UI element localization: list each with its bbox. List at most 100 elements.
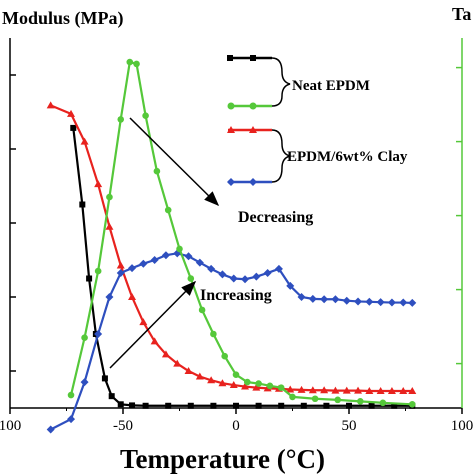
legend-label-neat: Neat EPDM — [292, 78, 370, 94]
data-point — [289, 393, 296, 401]
legend-brace-clay — [271, 129, 291, 183]
data-point — [308, 294, 317, 303]
series-line-0 — [72, 127, 413, 407]
data-point — [232, 371, 240, 379]
data-point — [233, 402, 239, 409]
data-point — [207, 264, 216, 273]
data-point — [365, 297, 374, 306]
data-point — [142, 112, 149, 119]
data-point — [187, 402, 194, 409]
data-point — [46, 101, 55, 109]
data-point — [297, 293, 306, 301]
data-point — [161, 251, 170, 260]
data-point — [94, 330, 103, 338]
data-point — [376, 298, 385, 307]
data-point — [67, 415, 76, 424]
legend-marker-neat-modulus — [227, 55, 233, 61]
data-point — [150, 256, 159, 264]
data-point — [106, 193, 113, 201]
data-point — [165, 402, 172, 409]
data-point — [108, 393, 115, 400]
data-point — [173, 359, 182, 367]
data-point — [94, 180, 103, 188]
legend-label-clay: EPDM/6wt% Clay — [287, 149, 408, 165]
data-point — [252, 383, 261, 391]
data-point — [365, 386, 374, 394]
data-point — [255, 402, 262, 409]
increasing-label: Increasing — [200, 287, 272, 304]
decreasing-arrow — [129, 117, 220, 207]
x-tick-label: 100 — [451, 418, 474, 434]
data-point — [139, 259, 148, 268]
data-point — [255, 380, 262, 387]
data-point — [105, 293, 114, 301]
data-point — [164, 206, 172, 214]
data-point — [80, 378, 89, 387]
data-point — [387, 298, 396, 307]
data-point — [195, 258, 204, 267]
left-axis-title: Modulus (MPa) — [2, 8, 124, 29]
data-point — [229, 381, 238, 389]
data-point — [80, 137, 89, 145]
data-point — [274, 264, 283, 273]
legend-marker-clay-tan — [227, 178, 235, 186]
data-point — [379, 399, 387, 407]
legend: Neat EPDM EPDM/6wt% Clay — [227, 55, 408, 186]
data-point — [277, 384, 285, 391]
data-point — [195, 372, 204, 380]
data-point — [117, 116, 125, 123]
series-layer — [46, 58, 417, 434]
data-point — [252, 272, 261, 281]
data-point — [297, 385, 306, 393]
data-point — [263, 268, 272, 277]
data-point — [94, 267, 102, 275]
data-point — [387, 386, 396, 394]
data-point — [331, 295, 340, 304]
x-tick-label: 0 — [232, 418, 240, 434]
data-point — [133, 60, 140, 68]
data-point — [399, 298, 408, 307]
data-point — [320, 295, 329, 304]
data-point — [150, 337, 159, 345]
data-point — [105, 222, 114, 230]
data-point — [139, 318, 148, 326]
data-point — [320, 386, 329, 394]
data-point — [161, 350, 170, 358]
data-point — [300, 402, 307, 409]
data-point — [354, 297, 363, 306]
data-point — [376, 386, 385, 394]
data-point — [368, 402, 375, 409]
data-point — [79, 201, 86, 208]
data-point — [286, 385, 295, 393]
x-ticks: 100 -50 0 50 100 — [0, 408, 473, 434]
data-point — [184, 367, 193, 374]
data-point — [399, 386, 408, 394]
data-point — [244, 378, 251, 386]
data-point — [229, 274, 238, 283]
data-point — [266, 382, 274, 390]
data-point — [241, 275, 250, 284]
increasing-arrow — [109, 280, 197, 369]
data-point — [408, 401, 416, 408]
legend-marker-neat-tan — [227, 102, 235, 110]
data-point — [354, 386, 363, 394]
data-point — [408, 298, 417, 307]
x-tick-label: 50 — [342, 418, 357, 434]
data-point — [334, 396, 342, 404]
x-axis-title: Temperature (°C) — [120, 444, 325, 474]
data-point — [81, 334, 88, 342]
data-point — [184, 252, 193, 261]
data-point — [101, 375, 108, 382]
data-point — [86, 275, 93, 282]
data-point — [187, 275, 195, 282]
data-point — [116, 268, 125, 277]
data-point — [153, 167, 161, 175]
data-point — [391, 402, 398, 409]
legend-marker-clay-modulus — [227, 126, 235, 133]
data-point — [218, 270, 227, 279]
data-point — [221, 352, 228, 360]
series-line-3 — [69, 60, 413, 406]
legend-marker-clay-tan-2 — [249, 178, 257, 186]
decreasing-label: Decreasing — [238, 209, 313, 226]
